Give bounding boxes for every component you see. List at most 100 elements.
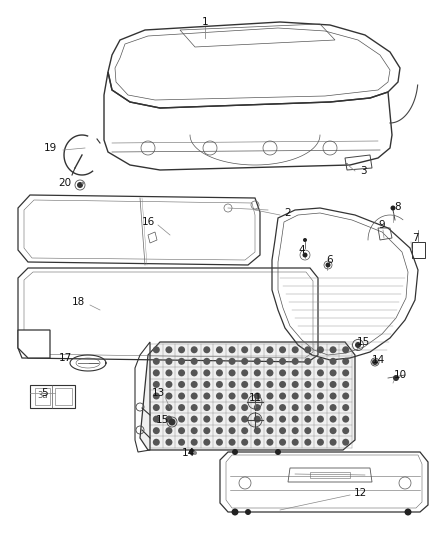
Circle shape [245,509,251,515]
Circle shape [325,262,331,268]
Circle shape [266,369,273,376]
Circle shape [178,427,185,434]
Circle shape [153,358,160,365]
Circle shape [166,416,173,423]
Circle shape [178,404,185,411]
Text: 6: 6 [327,255,333,265]
Circle shape [393,375,399,381]
Circle shape [203,392,210,400]
Circle shape [166,358,173,365]
Circle shape [166,427,173,434]
Circle shape [266,358,273,365]
Circle shape [191,439,198,446]
Circle shape [229,381,236,388]
Circle shape [203,369,210,376]
Circle shape [329,369,336,376]
Circle shape [216,369,223,376]
Circle shape [317,369,324,376]
Circle shape [178,346,185,353]
Circle shape [275,449,281,455]
Circle shape [229,416,236,423]
Circle shape [317,392,324,400]
Circle shape [203,416,210,423]
Circle shape [241,358,248,365]
Circle shape [229,358,236,365]
Text: 7: 7 [412,233,418,243]
Text: 14: 14 [371,355,385,365]
Circle shape [166,404,173,411]
Circle shape [329,358,336,365]
Circle shape [153,427,160,434]
Circle shape [279,427,286,434]
Circle shape [279,416,286,423]
Circle shape [317,381,324,388]
Circle shape [216,404,223,411]
Circle shape [266,404,273,411]
Circle shape [229,427,236,434]
Circle shape [254,381,261,388]
Circle shape [191,358,198,365]
Circle shape [203,404,210,411]
Circle shape [342,381,349,388]
Circle shape [241,369,248,376]
Circle shape [317,416,324,423]
Circle shape [216,439,223,446]
Circle shape [216,346,223,353]
Circle shape [266,392,273,400]
Circle shape [266,439,273,446]
Text: 13: 13 [152,388,165,398]
Circle shape [303,238,307,242]
Circle shape [292,404,299,411]
Circle shape [216,427,223,434]
Circle shape [292,381,299,388]
Circle shape [342,346,349,353]
Circle shape [216,381,223,388]
Circle shape [391,206,396,211]
Circle shape [216,392,223,400]
Circle shape [304,392,311,400]
Circle shape [166,381,173,388]
Circle shape [279,381,286,388]
Circle shape [292,416,299,423]
Circle shape [178,392,185,400]
Circle shape [304,381,311,388]
Circle shape [342,358,349,365]
Circle shape [232,449,238,455]
Circle shape [254,346,261,353]
Circle shape [254,427,261,434]
Circle shape [81,182,85,184]
Text: 15: 15 [357,337,370,347]
Polygon shape [18,330,50,358]
Circle shape [317,427,324,434]
Circle shape [203,381,210,388]
Circle shape [241,427,248,434]
Circle shape [191,404,198,411]
Circle shape [317,358,324,365]
Circle shape [191,346,198,353]
Circle shape [189,449,195,455]
Circle shape [241,416,248,423]
Circle shape [329,381,336,388]
Text: 4: 4 [299,245,305,255]
Circle shape [153,404,160,411]
Circle shape [279,358,286,365]
Circle shape [292,358,299,365]
Circle shape [266,381,273,388]
Circle shape [304,346,311,353]
Circle shape [304,439,311,446]
Circle shape [342,427,349,434]
Circle shape [342,439,349,446]
Circle shape [317,439,324,446]
Text: 2: 2 [285,208,291,218]
Circle shape [405,508,411,515]
Text: 9: 9 [379,220,385,230]
Circle shape [329,439,336,446]
Circle shape [178,439,185,446]
Circle shape [292,439,299,446]
Circle shape [229,392,236,400]
Circle shape [254,439,261,446]
Text: 17: 17 [58,353,72,363]
Circle shape [232,508,239,515]
Circle shape [178,416,185,423]
Circle shape [279,404,286,411]
